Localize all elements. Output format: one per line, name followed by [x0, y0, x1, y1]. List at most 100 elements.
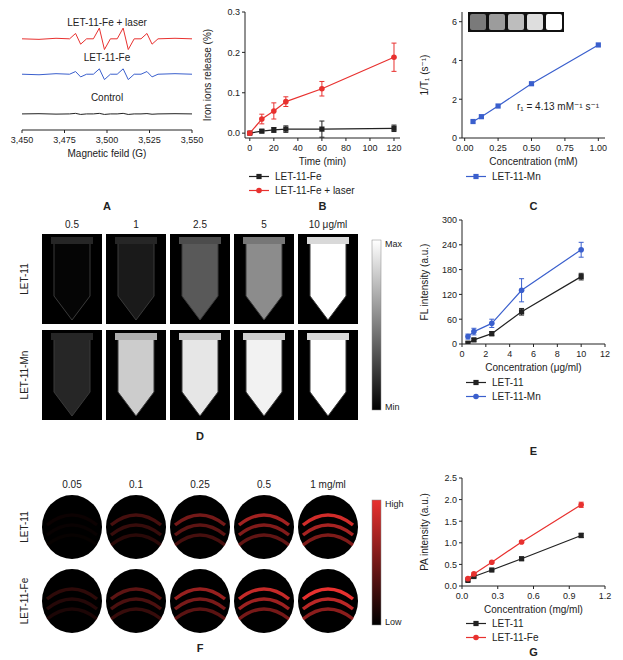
marker	[465, 334, 471, 340]
error-bar	[319, 121, 324, 137]
panel-label: F	[197, 642, 204, 654]
series-line	[468, 535, 581, 580]
x-tick-label: 80	[341, 143, 351, 153]
legend-entry: LET-11-Mn	[466, 391, 541, 402]
cell-background	[42, 495, 102, 559]
x-axis-label: Concentration (mM)	[489, 156, 577, 167]
marker	[247, 130, 253, 136]
panel-label: G	[529, 646, 538, 658]
y-tick-label: 240	[442, 240, 457, 250]
x-tick	[557, 344, 558, 347]
cell-background	[234, 234, 294, 324]
y-axis	[462, 478, 463, 586]
marker	[519, 556, 524, 561]
y-tick-label: 0.1	[227, 88, 240, 98]
x-axis-label: Time (min)	[299, 156, 346, 167]
x-tick	[533, 344, 534, 347]
series-line	[22, 28, 192, 49]
panel-b: 0204060801001200.00.10.20.3Time (min)Iro…	[202, 7, 402, 212]
colorbar-label: Min	[385, 402, 400, 412]
series-line	[468, 250, 581, 337]
image-cell	[42, 495, 102, 559]
image-cell	[106, 495, 166, 559]
x-tick	[509, 344, 510, 347]
tube	[246, 338, 282, 416]
x-tick-label: 0.25	[489, 143, 507, 153]
series-line	[468, 277, 581, 344]
marker	[473, 394, 479, 400]
error-bar	[271, 128, 276, 133]
error-bar	[259, 114, 264, 124]
y-axis	[462, 220, 463, 344]
marker	[465, 576, 471, 582]
x-axis-label: Concentration (μg/ml)	[485, 362, 581, 373]
image-cell	[106, 569, 166, 633]
cell-background	[42, 569, 102, 633]
mri-phantom	[508, 14, 524, 30]
x-tick	[598, 138, 599, 141]
y-tick	[459, 564, 462, 565]
colorbar-label: High	[385, 499, 404, 509]
x-tick-label: 0.3	[491, 591, 504, 601]
image-cell	[170, 234, 230, 324]
x-tick-label: 2	[483, 349, 488, 359]
tube-cap	[51, 237, 93, 244]
y-tick-label: 180	[442, 265, 457, 275]
x-tick	[249, 138, 250, 141]
marker	[489, 321, 495, 327]
plot-area	[247, 43, 397, 137]
image-cell	[106, 330, 166, 420]
x-tick	[533, 586, 534, 589]
image-cell	[170, 330, 230, 420]
colorbar	[372, 240, 381, 410]
marker	[489, 331, 494, 336]
row-label: LET-11	[19, 511, 30, 543]
column-label: 0.5	[65, 219, 79, 230]
y-tick-label: 1.0	[444, 538, 457, 548]
marker	[519, 287, 525, 293]
x-tick-label: 6	[531, 349, 536, 359]
error-bar	[579, 533, 584, 537]
tube-cap	[51, 333, 93, 340]
x-tick-label: 12	[600, 349, 610, 359]
x-tick	[192, 130, 193, 133]
x-axis-label: Magnetic feild (G)	[68, 148, 147, 159]
error-bar	[579, 502, 584, 507]
image-cell	[298, 569, 358, 633]
x-axis-label: Concentration (mg/ml)	[484, 604, 583, 615]
trace-label: LET-11-Fe + laser	[67, 17, 147, 28]
x-tick-label: 0.50	[523, 143, 541, 153]
panel-g: 0.00.30.60.91.20.00.51.01.52.02.5Concent…	[419, 473, 611, 658]
marker	[319, 86, 325, 92]
mri-inset	[468, 12, 564, 32]
signal-band	[303, 609, 353, 619]
image-cell	[298, 495, 358, 559]
tube	[246, 242, 282, 320]
x-tick	[564, 138, 565, 141]
tube-cap	[243, 333, 285, 340]
panel-e: 024681012060120180240300Concentration (μ…	[419, 215, 610, 457]
marker	[578, 502, 584, 508]
x-axis	[462, 138, 605, 139]
y-tick	[459, 269, 462, 270]
x-tick-label: 3,475	[53, 135, 76, 145]
plot-area	[22, 28, 192, 114]
panel-f: 0.050.10.250.51 mg/mlLET-11LET-11-FeHigh…	[19, 479, 404, 654]
cell-background	[106, 495, 166, 559]
image-cell	[234, 495, 294, 559]
marker	[519, 539, 525, 545]
error-bar	[489, 319, 494, 327]
trace-label: LET-11-Fe	[84, 52, 131, 63]
marker	[495, 103, 500, 108]
marker	[271, 127, 276, 132]
x-tick	[297, 138, 298, 141]
x-tick	[605, 586, 606, 589]
tube	[118, 242, 154, 320]
tube-cap	[115, 237, 157, 244]
x-tick	[498, 138, 499, 141]
tube-cap	[115, 333, 157, 340]
x-tick-label: 1.00	[590, 143, 608, 153]
y-tick-label: 1.5	[444, 517, 457, 527]
marker	[470, 119, 475, 124]
signal-band	[111, 535, 161, 545]
